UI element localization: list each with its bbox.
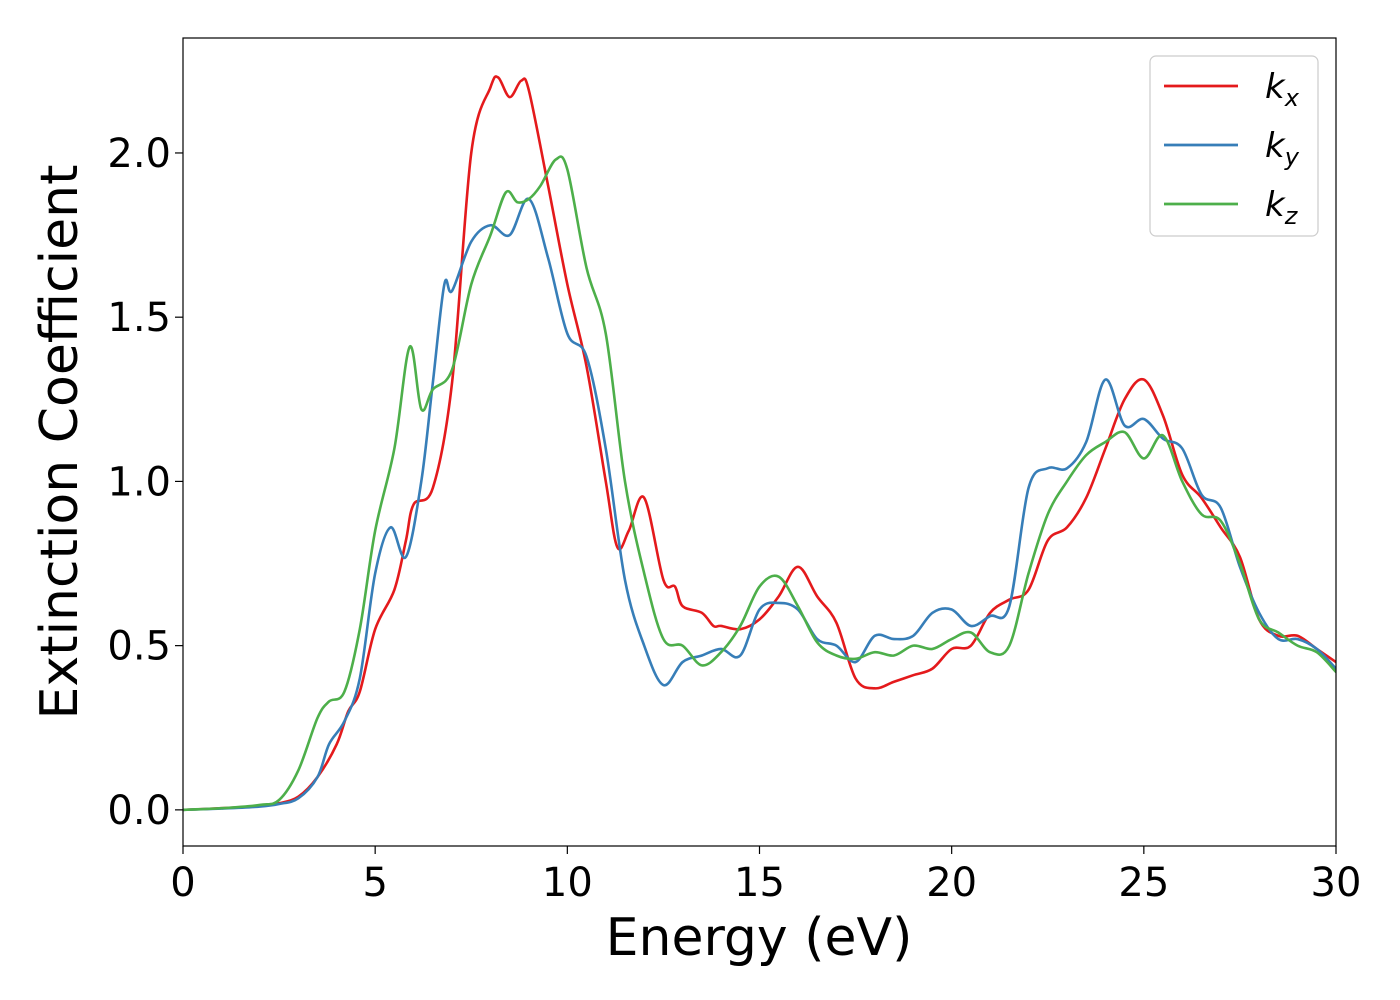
- y-tick-label: 1.0: [107, 459, 171, 505]
- y-tick-label: 0.5: [107, 624, 171, 670]
- y-axis: 0.0 0.5 1.0 1.5 2.0: [107, 131, 183, 834]
- x-tick-label: 5: [362, 860, 387, 906]
- x-axis-label: Energy (eV): [606, 908, 913, 968]
- series-line-ky: [183, 197, 1336, 812]
- x-tick-label: 10: [542, 860, 593, 906]
- x-tick-label: 0: [170, 860, 195, 906]
- legend: kx ky kz: [1149, 55, 1319, 237]
- y-axis-label: Extinction Coefficient: [30, 165, 90, 720]
- series-line-kx: [183, 75, 1336, 812]
- x-tick-label: 20: [926, 860, 977, 906]
- x-tick-label: 30: [1311, 860, 1362, 906]
- y-tick-label: 1.5: [107, 295, 171, 341]
- x-tick-label: 25: [1118, 860, 1169, 906]
- x-axis: 0 5 10 15 20 25 30: [170, 846, 1361, 906]
- legend-label-kz: kz: [1265, 185, 1299, 230]
- y-tick-label: 2.0: [107, 131, 171, 177]
- x-tick-label: 15: [734, 860, 785, 906]
- y-tick-label: 0.0: [107, 788, 171, 834]
- legend-label-kx: kx: [1265, 67, 1300, 112]
- series-line-kz: [183, 155, 1336, 812]
- legend-label-ky: ky: [1265, 126, 1300, 171]
- series-layer: [183, 75, 1336, 812]
